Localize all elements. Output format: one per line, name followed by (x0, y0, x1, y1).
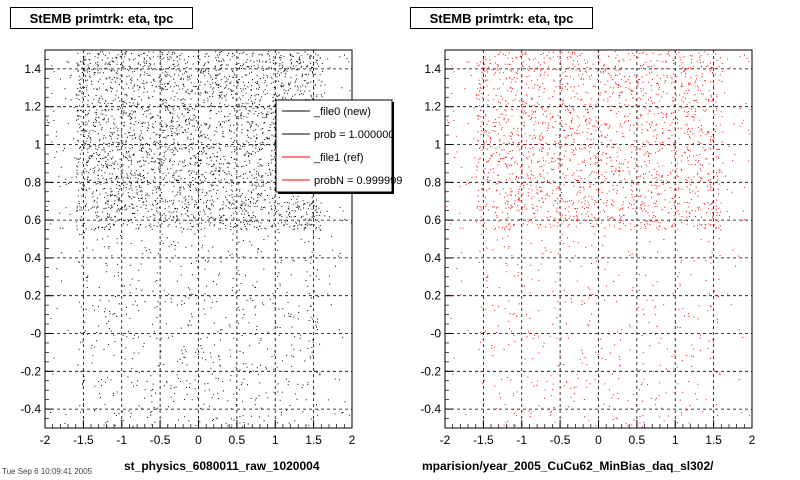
x-tick-label: -1.5 (73, 433, 94, 447)
plot-panel-1: -2 -1.5 -1 -0.5 0 0.5 1 1.5 2 -0.4 -0.2 -0 0.2 0.4 0.6… (420, 49, 756, 447)
y-tick-label: 0.4 (424, 251, 441, 265)
legend-entry-label: prob = 1.000000 (314, 129, 394, 141)
x-tick-label: 1 (272, 433, 279, 447)
scatter-point (446, 51, 751, 428)
y-tick-label: 1 (34, 138, 41, 152)
y-tick-label: -0 (30, 327, 41, 341)
x-tick-label: -1.5 (473, 433, 494, 447)
legend-box (275, 99, 393, 193)
y-tick-label: 0.2 (424, 289, 441, 303)
x-tick-label: -1 (116, 433, 127, 447)
x-tick-label: 1 (672, 433, 679, 447)
x-tick-label: 0.5 (229, 433, 246, 447)
right-plot-title: StEMB primtrk: eta, tpc (410, 7, 593, 29)
y-tick-label: 0.8 (424, 175, 441, 189)
x-tick-label: 0 (595, 433, 602, 447)
y-tick-label: 0.6 (24, 213, 41, 227)
scatter-points (446, 51, 751, 428)
x-tick-label: 0.5 (629, 433, 646, 447)
y-tick-label: 1.2 (24, 100, 41, 114)
y-tick-label: 0.8 (24, 175, 41, 189)
y-tick-label: 1.2 (424, 100, 441, 114)
legend-entry-label: probN = 0.999999 (314, 175, 402, 187)
y-tick-label: -0.4 (20, 402, 41, 416)
right-x-axis-label: mparision/year_2005_CuCu62_MinBias_daq_s… (422, 459, 714, 473)
legend-entry-label: _file0 (new) (313, 106, 371, 118)
y-tick-label: -0.2 (20, 364, 41, 378)
x-tick-label: 2 (349, 433, 356, 447)
x-tick-label: -1 (516, 433, 527, 447)
y-tick-label: -0.2 (420, 364, 441, 378)
x-tick-label: 1.5 (705, 433, 722, 447)
y-tick-label: 1 (434, 138, 441, 152)
y-tick-label: 0.6 (424, 213, 441, 227)
y-tick-label: 0.2 (24, 289, 41, 303)
y-tick-label: 1.4 (24, 62, 41, 76)
x-tick-label: 2 (749, 433, 756, 447)
x-tick-label: -2 (440, 433, 451, 447)
left-plot-title: StEMB primtrk: eta, tpc (10, 7, 193, 29)
x-tick-label: 0 (195, 433, 202, 447)
left-x-axis-label: st_physics_6080011_raw_1020004 (124, 459, 320, 473)
legend-entry-label: _file1 (ref) (313, 152, 364, 164)
y-tick-label: -0.4 (420, 402, 441, 416)
x-tick-label: 1.5 (305, 433, 322, 447)
x-tick-label: -2 (40, 433, 51, 447)
y-tick-label: 1.4 (424, 62, 441, 76)
y-tick-label: 0.4 (24, 251, 41, 265)
x-tick-label: -0.5 (150, 433, 171, 447)
y-tick-label: -0 (430, 327, 441, 341)
plot-panel-0: -2 -1.5 -1 -0.5 0 0.5 1 1.5 2 -0.4 -0.2 -0 0.2 0.4 0.6… (20, 49, 402, 447)
timestamp-footer: Tue Sep 6 10:09:41 2005 (2, 467, 92, 476)
legend: _file0 (new) prob = 1.000000 _file1 (ref) p… (275, 99, 402, 194)
x-tick-label: -0.5 (550, 433, 571, 447)
